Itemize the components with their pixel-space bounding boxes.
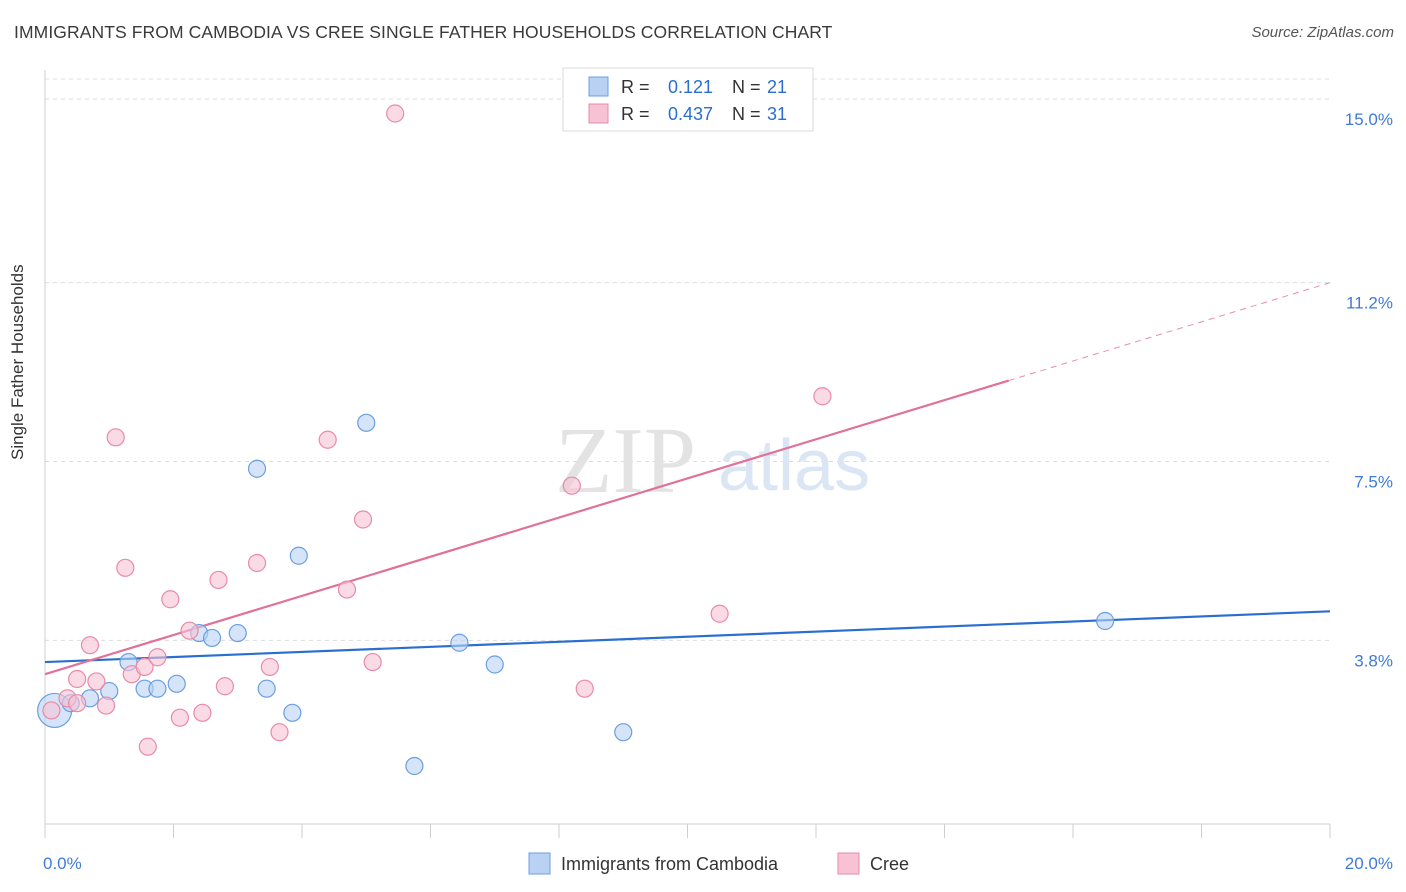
legend-r-label: R = — [621, 104, 650, 124]
x-tick-label: 20.0% — [1345, 854, 1393, 873]
cambodia-point — [228, 623, 247, 643]
legend-series-name: Cree — [870, 854, 909, 874]
cree-point — [138, 737, 157, 756]
cree-point — [215, 677, 234, 696]
cree-point — [161, 590, 180, 609]
cree-point — [575, 679, 594, 698]
cree-point — [813, 387, 832, 406]
legend-n-value: 21 — [767, 77, 787, 97]
cambodia-point — [1096, 611, 1115, 631]
legend-swatch — [528, 852, 551, 875]
bottom-legend: Immigrants from Cambodia Cree — [528, 852, 909, 875]
cambodia-point — [405, 756, 424, 776]
cree-point — [96, 696, 116, 715]
cree-point — [180, 621, 199, 640]
legend-n-label: N = — [732, 104, 761, 124]
cree-point — [193, 703, 212, 722]
legend-n-value: 31 — [767, 104, 787, 124]
cree-point — [363, 652, 382, 672]
legend-swatch — [588, 103, 609, 124]
cambodia-point — [202, 628, 222, 648]
cambodia-point — [148, 679, 167, 698]
cree-point — [42, 701, 61, 720]
legend-n-label: N = — [732, 77, 761, 97]
cambodia-point — [167, 674, 186, 693]
trend-line — [44, 379, 1010, 676]
cree-point — [68, 694, 87, 713]
trend-line-extension — [1008, 282, 1331, 382]
cree-point — [68, 669, 87, 689]
cambodia-point — [289, 546, 308, 565]
cree-point — [148, 648, 167, 667]
cree-point — [562, 476, 581, 495]
legend-r-value: 0.437 — [668, 104, 713, 124]
x-tick-label: 0.0% — [43, 854, 82, 873]
chart-title: IMMIGRANTS FROM CAMBODIA VS CREE SINGLE … — [14, 22, 833, 42]
cambodia-point — [450, 633, 469, 652]
y-tick-label: 7.5% — [1354, 473, 1393, 492]
cree-point — [337, 580, 357, 599]
cree-point — [80, 636, 100, 655]
watermark-zip: ZIP — [555, 409, 696, 513]
cambodia-point — [257, 679, 276, 698]
y-tick-label: 11.2% — [1346, 294, 1393, 313]
cree-point — [353, 510, 373, 529]
cambodia-point — [485, 655, 504, 674]
cree-point — [386, 104, 405, 123]
legend-series-name: Immigrants from Cambodia — [561, 854, 779, 874]
cree-point — [270, 723, 289, 742]
watermark-atlas: atlas — [718, 426, 870, 506]
y-tick-label: 15.0% — [1345, 110, 1393, 129]
top-legend: R = 0.121 N = 21 R = 0.437 N = 31 — [562, 67, 814, 132]
cree-point — [710, 604, 729, 623]
cree-point — [87, 672, 106, 691]
cambodia-point — [614, 723, 633, 742]
cree-point — [260, 657, 279, 677]
cree-point — [209, 570, 228, 590]
cambodia-point — [283, 703, 302, 722]
cambodia-point — [247, 459, 267, 478]
legend-r-value: 0.121 — [668, 77, 713, 97]
legend-r-label: R = — [621, 77, 650, 97]
y-tick-label: 3.8% — [1354, 651, 1393, 670]
cambodia-point — [357, 413, 376, 432]
cree-point — [247, 553, 267, 573]
cree-point — [318, 430, 337, 449]
cree-point — [106, 428, 125, 447]
cree-point — [170, 708, 190, 727]
trend-line — [44, 610, 1331, 664]
legend-swatch — [837, 852, 860, 875]
chart-source: Source: ZipAtlas.com — [1251, 24, 1394, 41]
cree-point — [135, 657, 154, 677]
legend-swatch — [588, 76, 609, 97]
cree-point — [116, 558, 135, 577]
